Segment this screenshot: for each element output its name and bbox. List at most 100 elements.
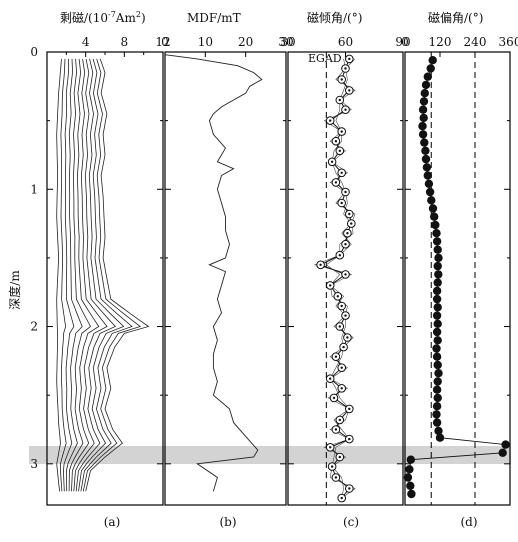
panel-a-xtick-label: 12	[155, 35, 170, 49]
panel-c-xtick-label: 30	[280, 35, 295, 49]
inclination-point-center	[344, 190, 347, 194]
declination-point	[432, 237, 442, 246]
declination-point	[424, 179, 434, 188]
declination-point	[428, 56, 437, 65]
inclination-point-center	[338, 455, 341, 459]
inclination-point-center	[344, 108, 347, 111]
declination-point	[422, 163, 432, 172]
panel-c: 30 60 90	[280, 35, 411, 506]
declination-point	[421, 146, 430, 155]
declination-point	[432, 418, 442, 427]
inclination-point-center	[329, 377, 332, 380]
inclination-point-center	[338, 325, 341, 328]
remanence-curve	[80, 58, 133, 492]
declination-point	[501, 440, 510, 449]
declination-point	[433, 245, 442, 254]
remanence-curve	[71, 58, 100, 492]
declination-point	[432, 344, 441, 353]
declination-point	[434, 426, 443, 436]
panel-b-xtick-label: 30	[278, 35, 293, 49]
declination-point	[433, 377, 442, 386]
declination-point	[432, 352, 442, 361]
declination-point	[406, 481, 415, 490]
declination-point	[433, 261, 442, 271]
panel-c-label: (c)	[343, 515, 359, 529]
panel-b-xtick-label: 0	[161, 35, 169, 49]
declination-point	[425, 187, 435, 197]
remanence-curve	[62, 58, 75, 492]
remanence-curve	[60, 58, 67, 492]
inclination-point-center	[348, 437, 351, 441]
panel-a-label: (a)	[104, 515, 121, 529]
declination-point	[435, 433, 445, 442]
declination-point	[432, 327, 442, 337]
remanence-curve	[56, 58, 62, 492]
declination-point	[432, 294, 442, 304]
panel-d-xtick-label: 0	[401, 35, 409, 49]
declination-point	[421, 154, 431, 164]
panel-d-xtick-label: 240	[464, 35, 487, 49]
declination-point	[434, 270, 443, 279]
remanence-curve	[75, 58, 116, 492]
inclination-point-center	[334, 140, 338, 143]
declination-point	[432, 311, 442, 320]
panel-a-xtick-label: 4	[82, 35, 90, 49]
declination-point	[420, 138, 429, 147]
declination-point	[419, 113, 428, 123]
declination-point	[432, 410, 441, 419]
declination-point	[421, 80, 431, 90]
declination-point	[407, 489, 416, 499]
panel-b: 0 10 20 30	[161, 35, 294, 506]
y-tick-label: 2	[30, 320, 38, 334]
inclination-point-center	[340, 387, 343, 390]
inclination-point-center	[338, 254, 341, 257]
declination-point	[433, 303, 442, 312]
inclination-point-center	[330, 465, 334, 468]
y-tick-label: 1	[30, 182, 38, 196]
panel-b-frame	[164, 51, 287, 506]
inclination-point-center	[338, 98, 341, 102]
inclination-point-center	[348, 212, 351, 216]
declination-point	[432, 402, 442, 411]
y-axis-label: 深度/m	[7, 270, 22, 310]
declination-point	[433, 278, 442, 287]
remanence-curve	[68, 58, 92, 492]
panel-d-xtick-label: 120	[429, 35, 452, 49]
declination-point	[428, 204, 438, 213]
inclination-point-center	[348, 487, 351, 490]
y-tick-label: 0	[30, 45, 38, 59]
declination-point	[432, 286, 442, 296]
inclination-point-center	[340, 304, 343, 308]
inclination-point-center	[340, 366, 343, 369]
y-tick-label: 3	[30, 457, 38, 471]
panel-a-title: 剩磁/(10-7Am2)	[60, 10, 146, 25]
inclination-point-center	[336, 295, 339, 298]
inclination-point-center	[344, 314, 347, 317]
inclination-point-center	[329, 446, 332, 449]
panel-d: 0 120 240 360	[401, 35, 518, 506]
declination-point	[430, 212, 439, 221]
panel-b-label: (b)	[219, 515, 236, 529]
declination-point	[426, 64, 435, 73]
remanence-curve	[73, 58, 108, 492]
panel-d-xtick-label: 360	[499, 35, 518, 49]
declination-point	[403, 473, 413, 482]
panel-a-xtick-label: 8	[121, 35, 129, 49]
remanence-curve	[65, 58, 83, 492]
declination-point	[433, 336, 442, 345]
inclination-point-center	[319, 263, 322, 266]
panel-d-title: 磁偏角/(°)	[428, 10, 483, 25]
inclination-point-center	[334, 355, 338, 358]
remanence-curve	[82, 58, 142, 492]
inclination-point-center	[332, 396, 336, 400]
inclination-point-center	[340, 130, 343, 133]
inclination-point-center	[338, 418, 341, 422]
mdf-line	[164, 54, 263, 492]
inclination-point-center	[344, 273, 347, 276]
panel-b-xtick-label: 10	[198, 35, 213, 49]
inclination-point-center	[350, 222, 353, 225]
declination-point	[405, 465, 414, 474]
inclination-point-center	[329, 119, 332, 122]
highlight-band	[29, 446, 511, 464]
declination-point	[498, 448, 507, 457]
